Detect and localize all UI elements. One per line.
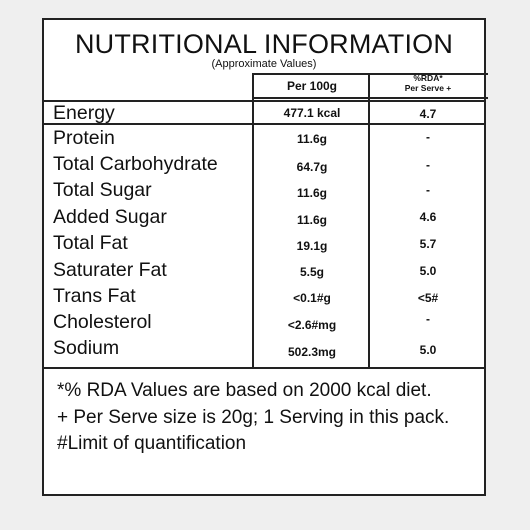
column-divider-left: [252, 73, 254, 369]
panel-subtitle: (Approximate Values): [211, 58, 317, 70]
header-top-rule: [254, 73, 488, 75]
nutrient-label-energy: Energy: [53, 102, 115, 124]
nutrient-label-sodium: Sodium: [53, 337, 120, 359]
header-bottom-rule: [254, 97, 488, 99]
nutrient-rda-sodium: 5.0: [419, 343, 437, 357]
nutrient-label-protein: Protein: [53, 127, 115, 149]
nutrient-label-trans-fat: Trans Fat: [53, 285, 136, 307]
nutrient-value-total-carbohydrate: 64.7g: [296, 160, 328, 174]
nutrition-panel: NUTRITIONAL INFORMATION (Approximate Val…: [42, 18, 488, 496]
nutrient-rda-cholesterol: -: [426, 312, 430, 326]
nutrient-value-saturated-fat: 5.5g: [299, 265, 324, 279]
nutrient-label-cholesterol: Cholesterol: [53, 311, 152, 333]
energy-top-rule: [44, 100, 486, 102]
column-divider-right: [368, 73, 370, 369]
nutrient-label-added-sugar: Added Sugar: [53, 206, 167, 228]
footnote-limit: #Limit of quantification: [57, 433, 247, 454]
nutrient-rda-total-sugar: -: [426, 183, 430, 197]
nutrient-rda-added-sugar: 4.6: [419, 210, 437, 224]
rda-header: %RDA* Per Serve +: [370, 73, 486, 93]
nutrient-value-energy: 477.1 kcal: [283, 106, 341, 120]
nutrient-value-trans-fat: <0.1#g: [293, 291, 331, 305]
footnote-serve-size: + Per Serve size is 20g; 1 Serving in th…: [57, 406, 450, 428]
nutrient-label-saturated-fat: Saturater Fat: [53, 259, 167, 281]
nutrient-value-sodium: 502.3mg: [287, 345, 337, 359]
nutrient-value-total-fat: 19.1g: [296, 239, 328, 253]
nutrient-rda-total-carbohydrate: -: [426, 158, 430, 172]
footnotes: *% RDA Values are based on 2000 kcal die…: [57, 378, 482, 458]
nutrient-rda-protein: -: [426, 130, 430, 144]
nutrient-rda-saturated-fat: 5.0: [419, 264, 437, 278]
rda-header-line1: %RDA*: [413, 73, 443, 83]
nutrient-label-total-carbohydrate: Total Carbohydrate: [53, 153, 218, 175]
energy-bottom-rule: [44, 123, 486, 125]
nutrient-value-protein: 11.6g: [296, 132, 328, 146]
nutrient-label-total-fat: Total Fat: [53, 232, 128, 254]
nutrient-rda-energy: 4.7: [419, 107, 437, 121]
nutrient-value-total-sugar: 11.6g: [296, 186, 328, 200]
nutrient-rda-trans-fat: <5#: [417, 291, 439, 305]
nutrient-value-cholesterol: <2.6#mg: [287, 318, 337, 332]
per-100g-header: Per 100g: [286, 79, 338, 93]
nutrient-rda-total-fat: 5.7: [419, 237, 437, 251]
nutrient-label-total-sugar: Total Sugar: [53, 179, 152, 201]
rda-header-line2: Per Serve +: [404, 82, 452, 93]
footnote-rda: *% RDA Values are based on 2000 kcal die…: [57, 380, 432, 401]
nutrient-value-added-sugar: 11.6g: [296, 213, 328, 227]
table-bottom-rule: [44, 367, 486, 369]
panel-title: NUTRITIONAL INFORMATION: [74, 29, 454, 59]
